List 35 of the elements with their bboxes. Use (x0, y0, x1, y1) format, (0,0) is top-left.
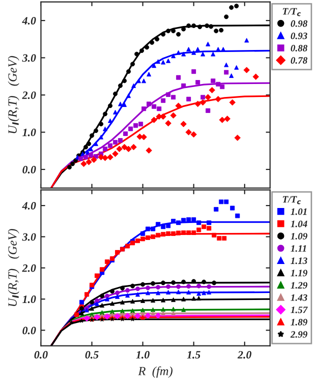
legend-label: 0.88 (290, 44, 308, 52)
y-axis-title: U$_{I}$(R,T) (GeV) (8, 228, 20, 306)
legend-label: 2.99 (290, 331, 308, 338)
legend-label: 1.04 (290, 220, 308, 228)
legend-label: 0.78 (290, 57, 308, 64)
y-tick-label: 0.0 (22, 166, 36, 174)
y-tick-label: 2.0 (22, 91, 36, 99)
y-axis-title: U$_{I}$(R,T) (GeV) (8, 56, 20, 134)
y-tick-label: 2.0 (22, 264, 36, 272)
x-axis-title: R (fm) (138, 366, 172, 378)
legend-label: 1.11 (290, 245, 306, 252)
y-tick-label: 3.0 (22, 233, 36, 241)
legend-label: 1.29 (290, 282, 308, 289)
legend-label: 1.57 (290, 306, 308, 314)
legend-label: 1.19 (290, 270, 308, 276)
y-tick-label: 4.0 (22, 16, 36, 25)
legend-title: T/T$_{c}$ (282, 8, 301, 16)
legend-label: 0.93 (290, 32, 308, 40)
x-tick-label: 0.0 (34, 351, 48, 359)
legend-label: 1.13 (290, 258, 308, 264)
y-tick-label: 4.0 (22, 202, 36, 210)
legend-label: 1.09 (290, 232, 308, 240)
y-tick-label: 1.0 (22, 128, 36, 136)
legend-label: 1.43 (290, 294, 308, 301)
y-tick-label: 0.0 (22, 326, 36, 334)
x-tick-label: 1.0 (136, 351, 150, 359)
y-tick-label: 3.0 (22, 54, 36, 62)
y-tick-label: 1.0 (22, 296, 36, 304)
legend-title: T/T$_{c}$ (282, 196, 301, 204)
legend-label: 1.89 (290, 318, 308, 326)
x-tick-label: 0.5 (85, 351, 99, 359)
legend-label: 0.98 (290, 20, 308, 27)
legend-label: 1.01 (290, 208, 307, 215)
x-tick-label: 2.0 (238, 351, 252, 359)
x-tick-label: 1.5 (187, 351, 200, 359)
